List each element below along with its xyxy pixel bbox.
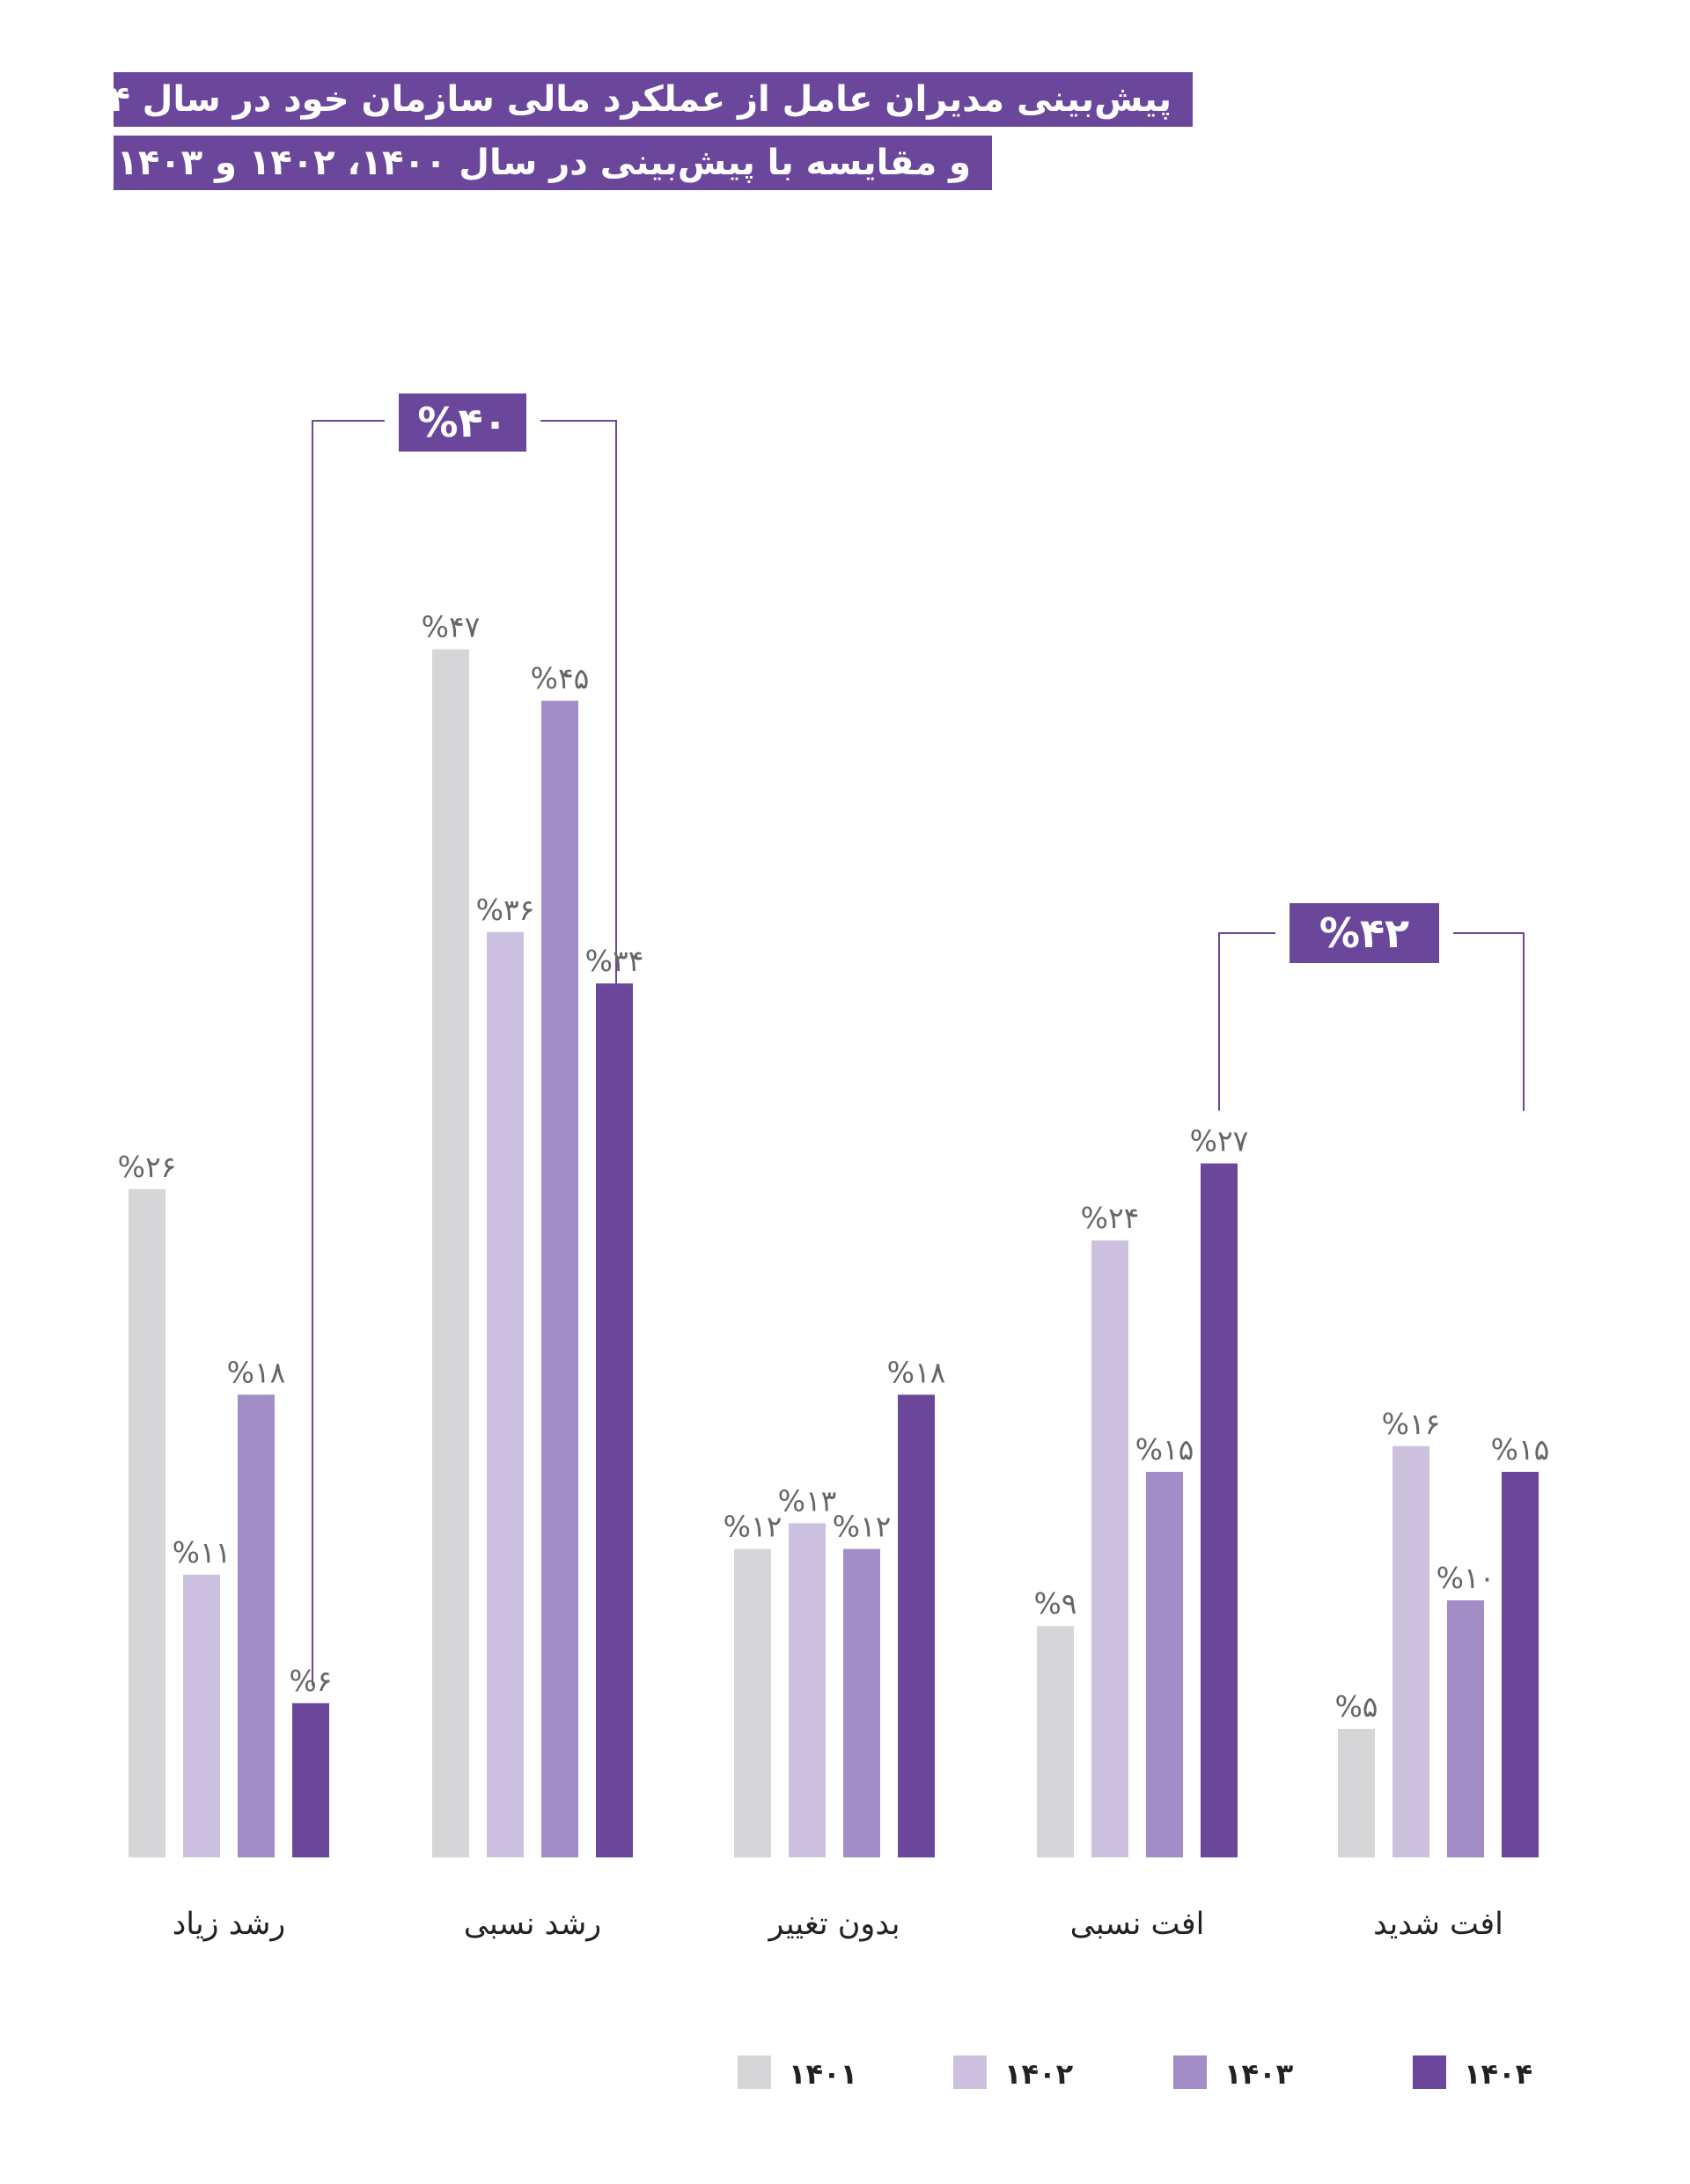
category-label-0: رشد زیاد bbox=[173, 1907, 286, 1942]
value-label-1-3: %۳۴ bbox=[585, 944, 644, 978]
bar-1-3 bbox=[596, 983, 633, 1857]
category-label-3: افت نسبی bbox=[1070, 1907, 1205, 1942]
bar-1-0 bbox=[432, 649, 469, 1857]
value-label-4-2: %۱۰ bbox=[1436, 1561, 1495, 1595]
chart-title-line-2: و مقایسه با پیش‌بینی در سال ۱۴۰۰، ۱۴۰۲ و… bbox=[114, 136, 992, 190]
bar-2-2 bbox=[843, 1548, 880, 1857]
bracket-line-left-0 bbox=[312, 420, 385, 1686]
bar-2-3 bbox=[898, 1394, 935, 1857]
legend-item-3: ۱۴۰۴ bbox=[1413, 2055, 1532, 2091]
bar-2-1 bbox=[789, 1523, 826, 1857]
value-label-4-3: %۱۵ bbox=[1491, 1432, 1550, 1467]
legend-item-1: ۱۴۰۲ bbox=[953, 2055, 1074, 2091]
bracket-box-0 bbox=[399, 393, 526, 452]
bar-4-1 bbox=[1392, 1445, 1429, 1857]
value-label-3-1: %۲۴ bbox=[1081, 1201, 1140, 1235]
value-label-0-1: %۱۱ bbox=[173, 1535, 231, 1570]
bar-4-2 bbox=[1447, 1600, 1484, 1857]
bracket-0: %۴۰ bbox=[312, 393, 617, 1686]
value-label-0-0: %۲۶ bbox=[118, 1150, 177, 1184]
bar-3-1 bbox=[1091, 1240, 1128, 1857]
value-label-4-1: %۱۶ bbox=[1382, 1407, 1441, 1441]
bar-2-0 bbox=[734, 1548, 771, 1857]
bar-3-2 bbox=[1146, 1472, 1183, 1857]
value-label-1-2: %۴۵ bbox=[531, 661, 590, 695]
bar-3-3 bbox=[1201, 1163, 1238, 1857]
bar-1-1 bbox=[487, 931, 524, 1857]
bars bbox=[129, 649, 1539, 1857]
category-label-1: رشد نسبی bbox=[464, 1907, 601, 1942]
bar-0-3 bbox=[292, 1702, 329, 1857]
value-label-0-2: %۱۸ bbox=[227, 1355, 286, 1389]
value-label-1-0: %۴۷ bbox=[422, 610, 481, 644]
legend-label-2: ۱۴۰۳ bbox=[1224, 2057, 1294, 2091]
value-labels: %۲۶ %۴۷ %۱۲ %۹ %۵ %۱۱ %۳۶ %۱۳ %۲۴ %۱۶ %۱۸ %۴۵ %۱۲ %۱۵… bbox=[118, 610, 1550, 1724]
value-label-3-3: %۲۷ bbox=[1190, 1124, 1249, 1158]
value-label-4-0: %۵ bbox=[1334, 1689, 1378, 1724]
bar-4-0 bbox=[1338, 1729, 1375, 1857]
value-label-1-1: %۳۶ bbox=[476, 893, 535, 927]
legend-label-3: ۱۴۰۴ bbox=[1464, 2057, 1532, 2091]
category-label-4: افت شدید bbox=[1373, 1907, 1503, 1942]
category-labels: رشد زیاد رشد نسبی بدون تغییر افت نسبی افت شد… bbox=[173, 1907, 1503, 1942]
legend-item-2: ۱۴۰۳ bbox=[1173, 2055, 1294, 2091]
value-label-0-3: %۶ bbox=[289, 1664, 332, 1698]
value-label-3-2: %۱۵ bbox=[1135, 1432, 1194, 1467]
legend-swatch-2 bbox=[1173, 2055, 1207, 2089]
bracket-line-right-0 bbox=[540, 420, 617, 984]
value-label-2-2: %۱۲ bbox=[833, 1510, 892, 1544]
bracket-box-1 bbox=[1290, 903, 1439, 963]
bar-0-1 bbox=[183, 1574, 220, 1857]
legend: ۱۴۰۱ ۱۴۰۲ ۱۴۰۳ ۱۴۰۴ bbox=[738, 2055, 1532, 2091]
bracket-total-label-0: %۴۰ bbox=[417, 399, 507, 446]
legend-item-0: ۱۴۰۱ bbox=[738, 2055, 857, 2091]
category-label-2: بدون تغییر bbox=[768, 1907, 900, 1942]
value-label-3-0: %۹ bbox=[1033, 1586, 1076, 1621]
bracket-1: %۴۲ bbox=[1218, 903, 1525, 1111]
bar-3-0 bbox=[1037, 1626, 1074, 1857]
legend-label-0: ۱۴۰۱ bbox=[789, 2057, 857, 2091]
value-label-2-1: %۱۳ bbox=[778, 1483, 837, 1518]
bar-4-3 bbox=[1502, 1472, 1539, 1857]
legend-swatch-3 bbox=[1413, 2055, 1446, 2089]
legend-swatch-1 bbox=[953, 2055, 987, 2089]
value-label-2-3: %۱۸ bbox=[887, 1355, 946, 1389]
bar-0-0 bbox=[129, 1188, 165, 1857]
bar-1-2 bbox=[541, 701, 578, 1857]
legend-label-1: ۱۴۰۲ bbox=[1004, 2057, 1074, 2091]
bracket-total-label-1: %۴۲ bbox=[1319, 909, 1409, 957]
legend-swatch-0 bbox=[738, 2055, 771, 2089]
bracket-line-right-1 bbox=[1453, 932, 1525, 1111]
value-label-2-0: %۱۲ bbox=[724, 1510, 783, 1544]
bracket-line-left-1 bbox=[1218, 932, 1275, 1111]
chart-title-line-1: پیش‌بینی مدیران عامل از عملکرد مالی سازم… bbox=[44, 72, 1193, 127]
bar-0-2 bbox=[238, 1394, 275, 1857]
bracket-annotations: %۴۰ %۴۲ bbox=[312, 393, 1525, 1686]
